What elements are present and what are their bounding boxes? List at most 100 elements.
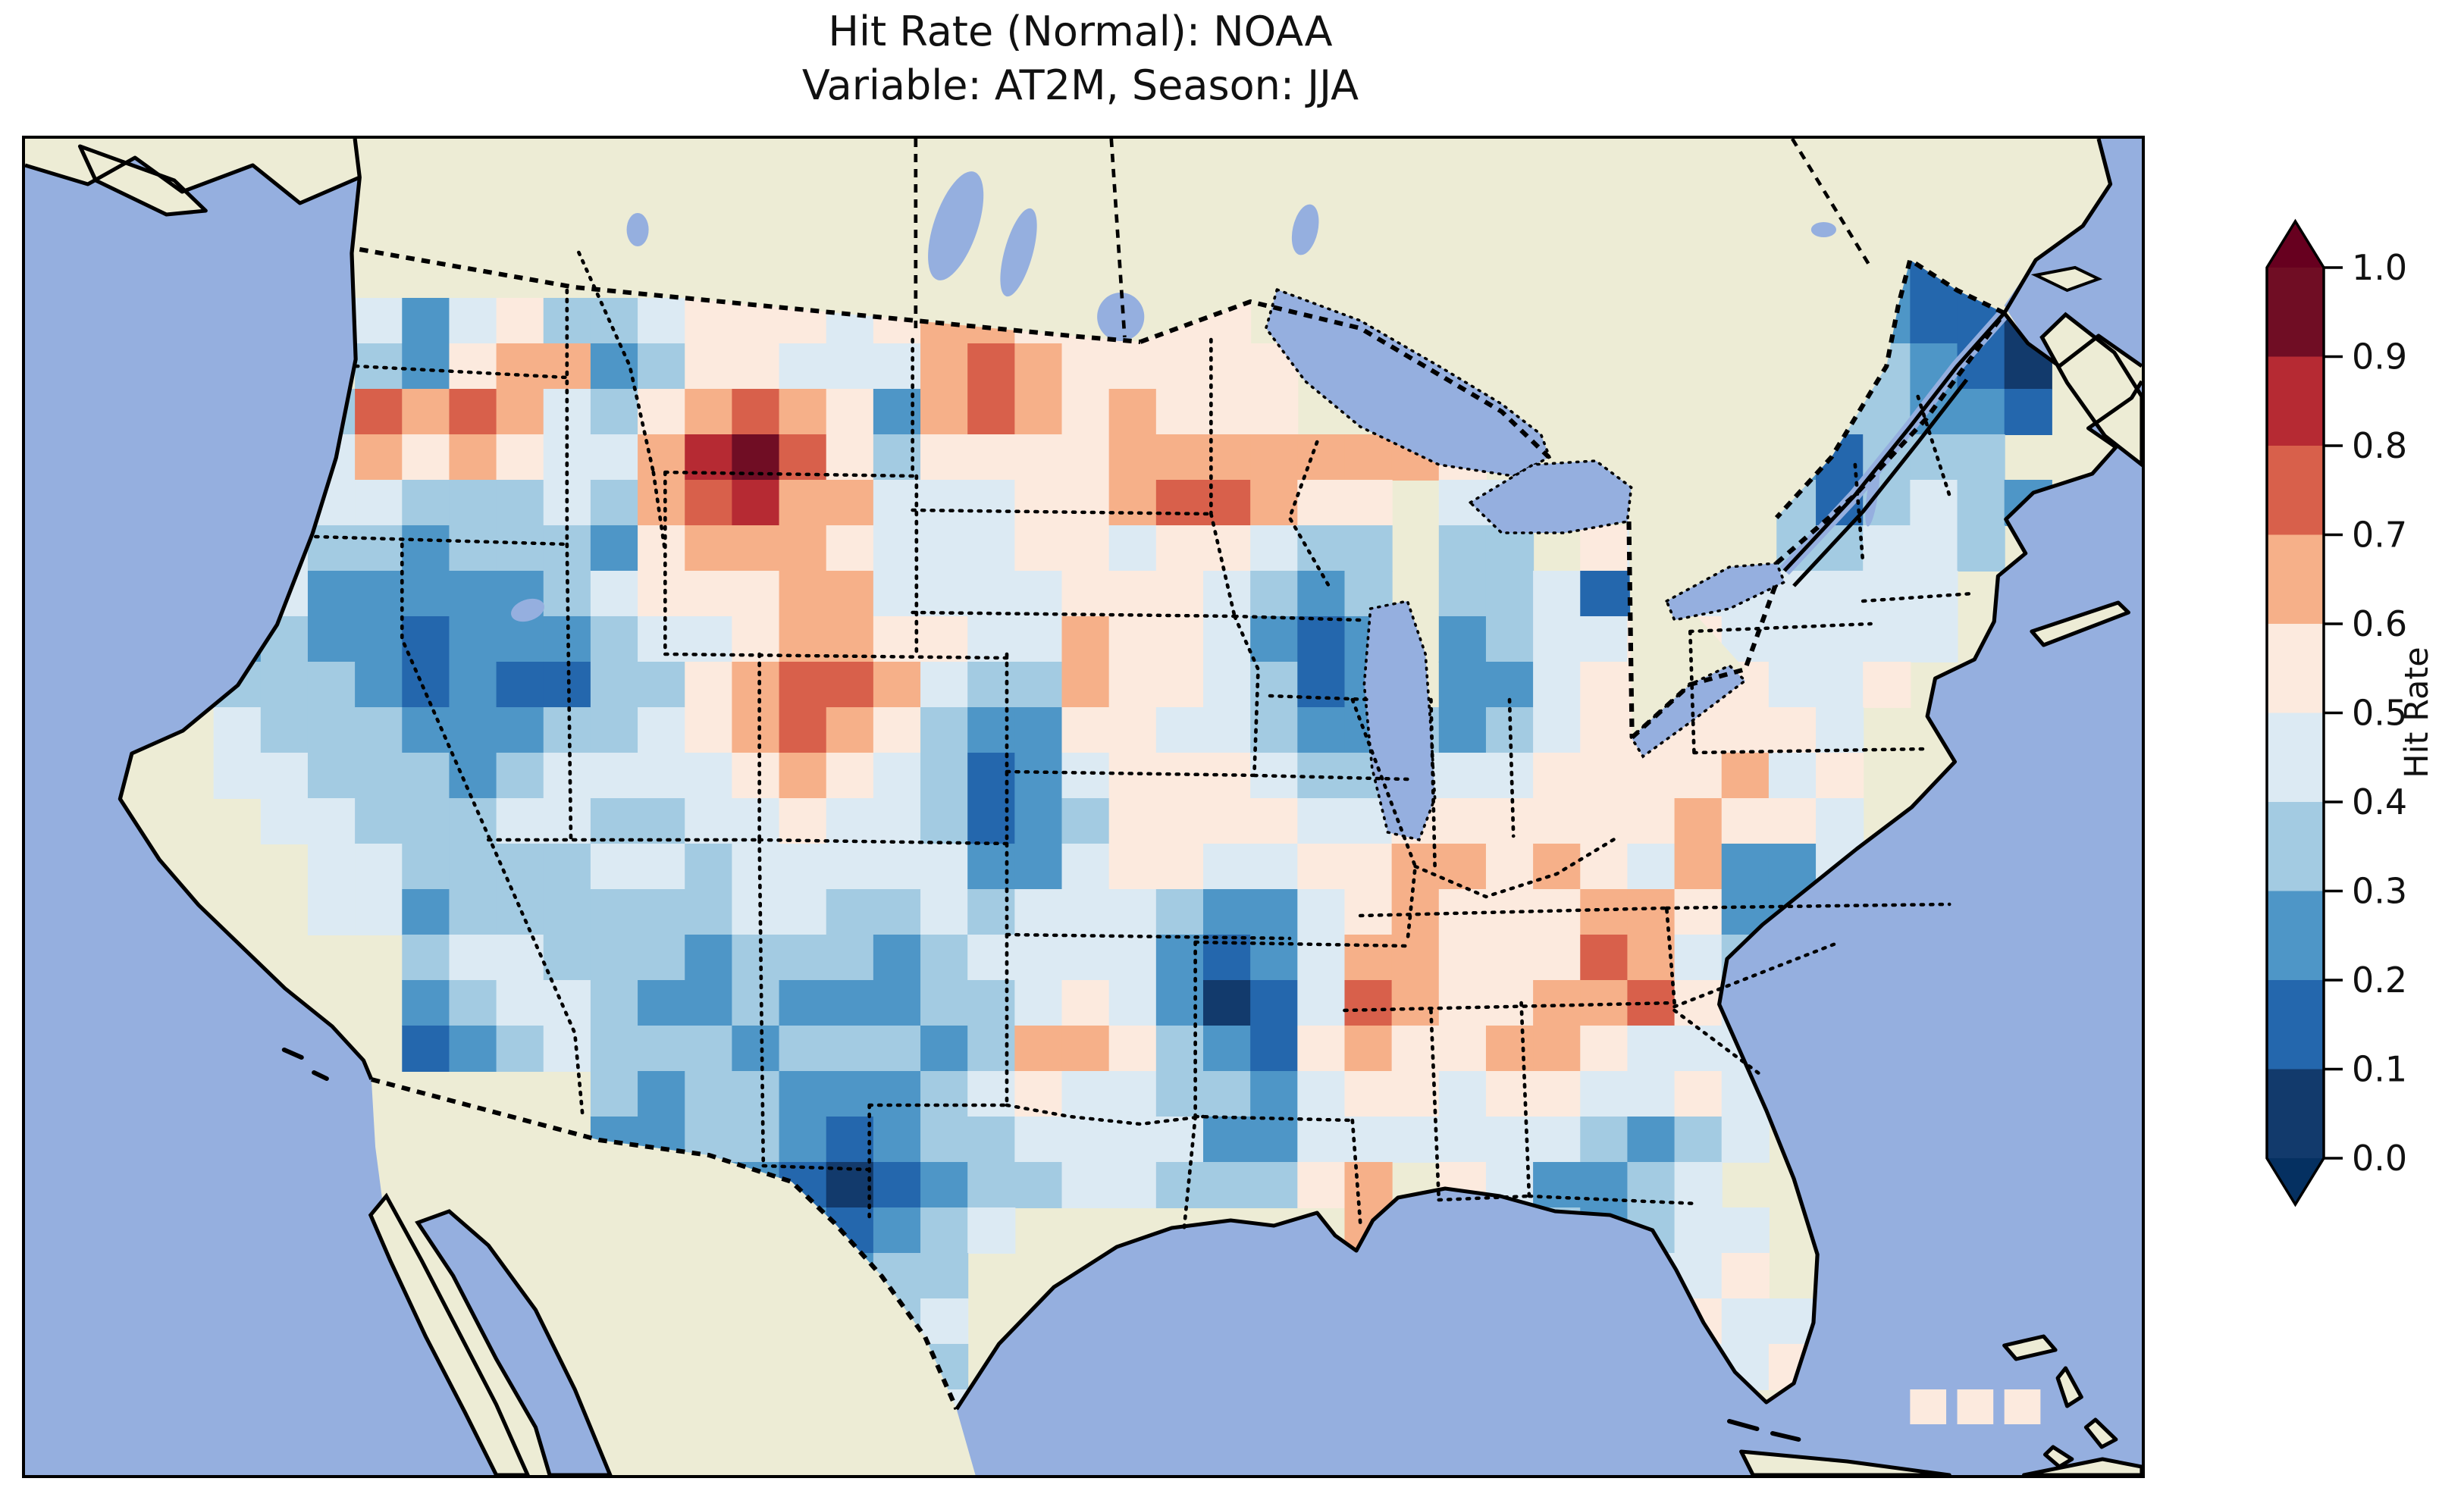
hit-rate-cell bbox=[1674, 1207, 1723, 1254]
hit-rate-cell bbox=[1438, 525, 1487, 572]
hit-rate-cell bbox=[920, 889, 969, 935]
hit-rate-cell bbox=[1344, 1026, 1393, 1072]
hit-rate-cell bbox=[1014, 1071, 1063, 1117]
hit-rate-cell bbox=[1533, 798, 1582, 844]
hit-rate-cell bbox=[402, 480, 450, 526]
hit-rate-cell bbox=[638, 707, 686, 753]
hit-rate-cell bbox=[1250, 707, 1299, 753]
hit-rate-cell bbox=[826, 889, 874, 935]
hit-rate-cell bbox=[732, 889, 780, 935]
hit-rate-cell bbox=[685, 753, 733, 799]
hit-rate-cell bbox=[1202, 980, 1252, 1026]
hit-rate-cell bbox=[449, 935, 497, 981]
colorbar-tick-label: 0.7 bbox=[2352, 515, 2407, 556]
hit-rate-cell bbox=[1202, 1071, 1252, 1117]
maritimes-coast bbox=[2002, 139, 2142, 368]
hit-rate-cell bbox=[685, 389, 733, 435]
hit-rate-cell bbox=[1438, 844, 1487, 890]
hit-rate-cell bbox=[1344, 434, 1393, 481]
hit-rate-cell bbox=[402, 525, 450, 572]
hit-rate-cell bbox=[1061, 389, 1110, 435]
hit-rate-cell bbox=[543, 935, 591, 981]
hit-rate-cell bbox=[590, 298, 639, 344]
colorbar: 1.0 0.9 0.8 0.7 0.6 0.5 0.4 0.3 0.2 0.1 0.0 Hit Ra… bbox=[2265, 218, 2436, 1207]
hit-rate-cell bbox=[260, 798, 309, 844]
hit-rate-cell bbox=[1957, 434, 2005, 481]
hit-rate-cell bbox=[1155, 525, 1205, 572]
hit-rate-cell bbox=[1061, 525, 1110, 572]
hit-rate-cell bbox=[920, 1071, 969, 1117]
hit-rate-cell bbox=[873, 1026, 922, 1072]
hit-rate-cell bbox=[685, 298, 733, 344]
hit-rate-cell bbox=[355, 343, 403, 390]
hit-rate-cell bbox=[732, 707, 780, 753]
hit-rate-cell bbox=[1485, 980, 1535, 1026]
hit-rate-cell bbox=[1061, 753, 1110, 799]
hit-rate-cell bbox=[1250, 980, 1299, 1026]
hit-rate-cell bbox=[1580, 753, 1629, 799]
hit-rate-cell bbox=[1250, 1117, 1299, 1163]
hit-rate-cell bbox=[1721, 844, 1770, 890]
hit-rate-cell bbox=[1250, 1162, 1299, 1208]
hit-rate-cell bbox=[1627, 844, 1676, 890]
hit-rate-cell bbox=[920, 616, 969, 662]
hit-rate-cell bbox=[590, 889, 639, 935]
hit-rate-cell bbox=[920, 480, 969, 526]
hit-rate-cell bbox=[496, 1026, 544, 1072]
hit-rate-cell bbox=[402, 662, 450, 708]
hit-rate-cell bbox=[1014, 1026, 1063, 1072]
hit-rate-cell bbox=[1061, 1026, 1110, 1072]
hit-rate-cell bbox=[1108, 662, 1157, 708]
hit-rate-cell bbox=[1297, 480, 1346, 526]
hit-rate-cell bbox=[1580, 889, 1629, 935]
hit-rate-cell bbox=[496, 662, 544, 708]
hit-rate-cell bbox=[1014, 1162, 1063, 1208]
hit-rate-cell bbox=[920, 980, 969, 1026]
hit-rate-cell bbox=[449, 434, 497, 481]
colorbar-bins bbox=[2267, 268, 2324, 1159]
hit-rate-cell bbox=[826, 571, 874, 617]
hit-rate-cell bbox=[449, 480, 497, 526]
hit-rate-cell bbox=[779, 389, 827, 435]
hit-rate-cell bbox=[355, 753, 403, 799]
hit-rate-cell bbox=[1108, 525, 1157, 572]
hit-rate-cell bbox=[1014, 889, 1063, 935]
hit-rate-cell bbox=[1297, 707, 1346, 753]
hit-rate-cell bbox=[1297, 616, 1346, 662]
hit-rate-cell bbox=[1108, 616, 1157, 662]
hit-rate-cell bbox=[732, 935, 780, 981]
hit-rate-cell bbox=[1627, 1071, 1676, 1117]
hit-rate-cell bbox=[1485, 798, 1535, 844]
hit-rate-cell bbox=[1155, 480, 1205, 526]
hit-rate-cell bbox=[496, 935, 544, 981]
hit-rate-cell bbox=[685, 662, 733, 708]
islands bbox=[77, 144, 2142, 1475]
hit-rate-cell bbox=[402, 844, 450, 890]
hit-rate-cell bbox=[826, 707, 874, 753]
hit-rate-cell bbox=[920, 1026, 969, 1072]
hit-rate-cell bbox=[402, 980, 450, 1026]
atlantic-gulf-coastline bbox=[955, 380, 2142, 1411]
hit-rate-cell bbox=[685, 798, 733, 844]
hit-rate-cell bbox=[873, 935, 922, 981]
hit-rate-cell bbox=[1533, 935, 1582, 981]
hit-rate-cell bbox=[1061, 798, 1110, 844]
hit-rate-cell bbox=[638, 1071, 686, 1117]
hit-rate-cell bbox=[1014, 662, 1063, 708]
hit-rate-cell bbox=[920, 1207, 969, 1254]
hit-rate-cell bbox=[873, 571, 922, 617]
hit-rate-cell bbox=[1485, 1026, 1535, 1072]
hit-rate-cell bbox=[1061, 434, 1110, 481]
hit-rate-cell bbox=[1344, 1162, 1393, 1208]
hit-rate-cell bbox=[826, 798, 874, 844]
figure-title: Hit Rate (Normal): NOAA Variable: AT2M, … bbox=[22, 5, 2139, 113]
hit-rate-cell bbox=[543, 1026, 591, 1072]
hit-rate-cell bbox=[1957, 389, 2005, 435]
hit-rate-cell bbox=[1014, 980, 1063, 1026]
hit-rate-cell bbox=[590, 662, 639, 708]
hit-rate-cell bbox=[1533, 844, 1582, 890]
hit-rate-cell bbox=[1863, 525, 1911, 572]
hit-rate-cell bbox=[873, 616, 922, 662]
hit-rate-cell bbox=[1061, 343, 1110, 390]
hit-rate-cell bbox=[307, 525, 356, 572]
